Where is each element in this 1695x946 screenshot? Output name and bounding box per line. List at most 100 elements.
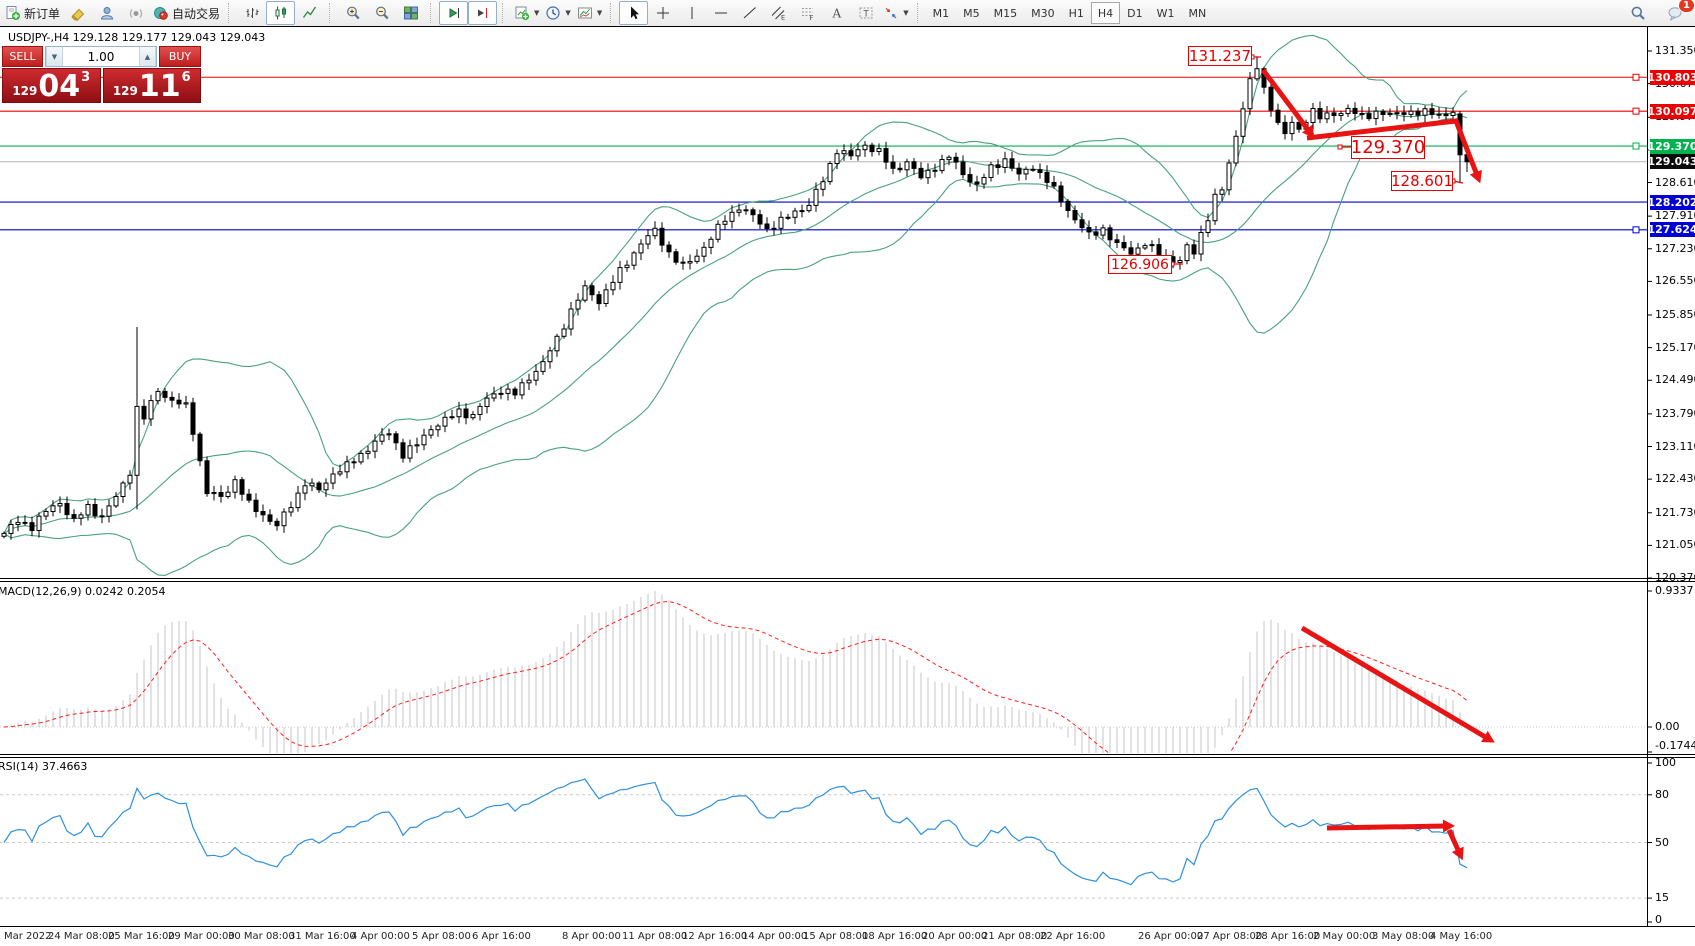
time-axis-label: 12 Apr 16:00 — [682, 931, 748, 942]
line-chart-icon — [302, 6, 316, 18]
time-axis-label: 31 Mar 16:00 — [289, 931, 356, 942]
text-button[interactable]: A — [822, 1, 851, 25]
toolbar-separator — [916, 3, 922, 23]
autotrade-label: 自动交易 — [172, 6, 221, 21]
sell-price-pips: 04 — [38, 69, 81, 104]
timeframe-h4-button[interactable]: H4 — [1090, 2, 1121, 24]
eraser-icon — [70, 8, 84, 21]
period-button[interactable]: ▼ — [542, 1, 573, 25]
time-axis-label: 18 Apr 16:00 — [862, 931, 928, 942]
sell-button[interactable]: SELL — [2, 46, 43, 67]
chat-icon — [1668, 7, 1681, 21]
sell-price-figure: 129 — [12, 84, 38, 98]
buy-button[interactable]: BUY — [159, 46, 201, 67]
one-click-trading-panel: SELL ▼ 1.00 ▲ BUY 129 04 3 129 11 6 — [2, 46, 201, 103]
time-axis-label: 22 Apr 16:00 — [1040, 931, 1106, 942]
label-icon: T — [859, 7, 873, 20]
buy-price-display[interactable]: 129 11 6 — [102, 68, 201, 103]
candles-chart-button[interactable] — [266, 1, 296, 25]
volume-increase-button[interactable]: ▲ — [139, 47, 156, 66]
toolbar-separator — [502, 3, 507, 23]
price-annotation[interactable]: 128.601 — [1390, 171, 1454, 191]
template-button[interactable]: ▼ — [574, 1, 605, 25]
autotrade-button[interactable]: 自动交易 — [150, 1, 223, 25]
bars-chart-icon — [246, 8, 259, 18]
timeframe-m1-button[interactable]: M1 — [932, 6, 950, 20]
line-chart-button[interactable] — [295, 1, 324, 25]
tile-windows-icon — [403, 6, 418, 20]
time-axis-label: 2 May 00:00 — [1313, 931, 1376, 942]
time-axis-label: 8 Apr 00:00 — [562, 931, 621, 942]
label-button[interactable]: T — [851, 1, 880, 25]
period-icon — [546, 6, 561, 20]
price-axis-tick: 125.170 — [1655, 340, 1695, 354]
price-annotation[interactable]: 126.906 — [1108, 255, 1172, 274]
timeframe-mn-button[interactable]: MN — [1188, 6, 1207, 20]
zoom-out-button[interactable] — [367, 1, 396, 25]
candles-chart-icon — [275, 6, 286, 20]
dropdown-caret-icon: ▼ — [565, 9, 571, 17]
new-order-icon — [6, 6, 20, 20]
zoom-in-icon — [346, 6, 360, 20]
price-axis-tick: 125.850 — [1655, 308, 1695, 321]
toolbar-separator — [610, 3, 615, 23]
vline-icon — [691, 7, 693, 19]
price-axis-tick: 120.370 — [1655, 571, 1695, 585]
price-annotation[interactable]: 129.370 — [1350, 136, 1426, 159]
rsi-axis-tick: 0 — [1655, 913, 1662, 926]
eraser-button[interactable] — [63, 1, 92, 25]
volume-decrease-button[interactable]: ▼ — [46, 47, 63, 66]
rsi-axis-tick: 100 — [1655, 756, 1676, 769]
notifications-icon[interactable]: 1 — [1660, 0, 1695, 25]
channel-button[interactable]: E — [764, 1, 793, 25]
svg-text:E: E — [781, 14, 785, 22]
toolbar-separator — [430, 3, 435, 23]
zoom-in-button[interactable] — [338, 1, 367, 25]
vline-button[interactable] — [677, 1, 706, 25]
buy-price-point: 6 — [181, 70, 191, 85]
timeframe-m5-button[interactable]: M5 — [963, 6, 980, 20]
time-axis-label: 30 Mar 08:00 — [228, 931, 295, 942]
volume-input[interactable]: 1.00 — [87, 49, 115, 64]
chart-shift-button[interactable] — [468, 1, 498, 25]
search-icon[interactable] — [1623, 1, 1652, 25]
bars-chart-button[interactable] — [237, 1, 266, 25]
timeframe-h1-button[interactable]: H1 — [1068, 6, 1084, 20]
price-line-badge: 129.370 — [1647, 138, 1695, 154]
signals-button[interactable] — [121, 1, 150, 25]
hline-button[interactable] — [706, 1, 735, 25]
tile-windows-button[interactable] — [396, 1, 425, 25]
dropdown-caret-icon: ▼ — [596, 9, 603, 17]
auto-scroll-button[interactable] — [439, 1, 469, 25]
timeframe-w1-button[interactable]: W1 — [1156, 6, 1175, 20]
time-axis-label: 25 Mar 16:00 — [108, 931, 175, 942]
timeframe-m15-button[interactable]: M15 — [993, 6, 1018, 20]
new-order-button[interactable]: 新订单 — [2, 1, 63, 25]
time-axis-label: 26 Apr 00:00 — [1138, 931, 1204, 942]
timeframe-m30-button[interactable]: M30 — [1031, 6, 1055, 20]
zoom-out-icon — [375, 6, 389, 20]
price-annotation[interactable]: 131.237 — [1188, 46, 1252, 66]
dropdown-caret-icon: ▼ — [903, 9, 909, 17]
fibonacci-button[interactable]: F — [793, 1, 822, 25]
time-axis-label: 11 Apr 08:00 — [622, 931, 688, 942]
profiles-button[interactable] — [92, 1, 121, 25]
new-chart-button[interactable]: ▼ — [511, 1, 542, 25]
sell-price-display[interactable]: 129 04 3 — [2, 68, 101, 103]
price-axis-tick: 131.350 — [1655, 44, 1695, 57]
time-axis-label: 27 Apr 08:00 — [1197, 931, 1263, 942]
time-axis-label: 6 Apr 16:00 — [472, 931, 531, 942]
svg-text:A: A — [831, 7, 841, 21]
search-icon — [1631, 6, 1645, 20]
hline-icon — [714, 12, 727, 14]
timeframe-d1-button[interactable]: D1 — [1127, 6, 1143, 20]
rsi-axis-tick: 80 — [1655, 787, 1669, 801]
crosshair-button[interactable] — [648, 1, 677, 25]
auto-scroll-icon — [449, 8, 459, 18]
arrows-button[interactable]: ▼ — [880, 1, 911, 25]
cursor-button[interactable] — [619, 1, 649, 25]
buy-price-figure: 129 — [112, 84, 138, 98]
toolbar-separator — [329, 3, 334, 23]
trendline-button[interactable] — [735, 1, 764, 25]
